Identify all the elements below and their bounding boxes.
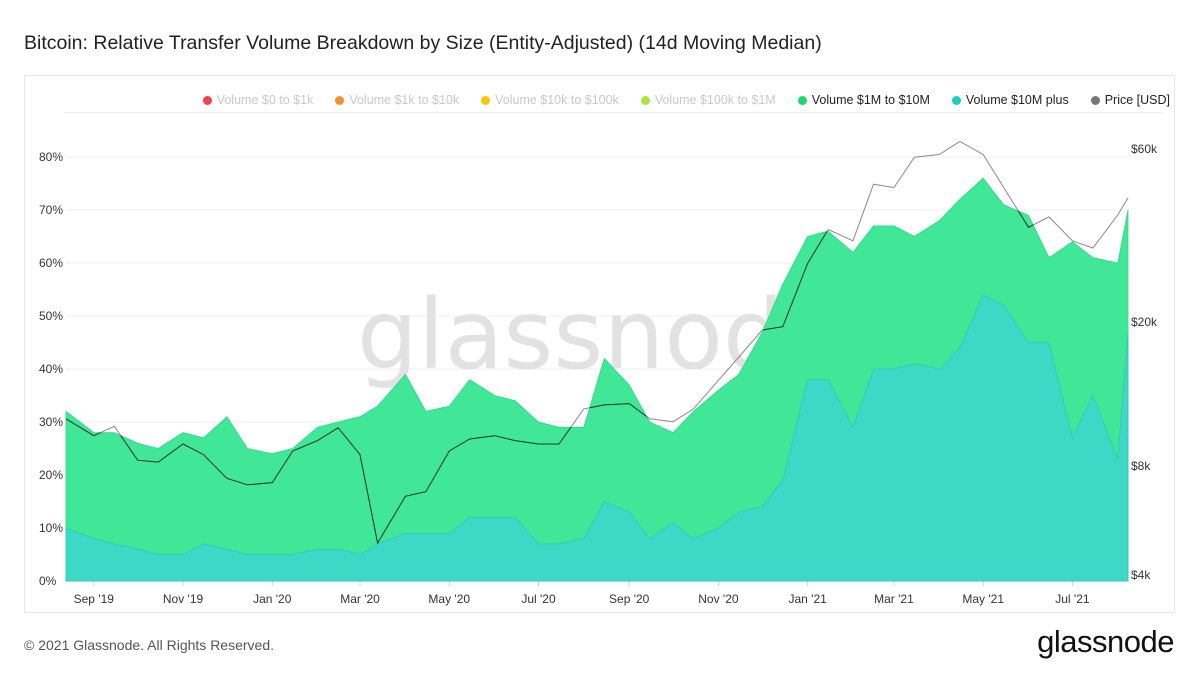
legend-label: Volume $10M plus bbox=[965, 93, 1069, 107]
x-tick-label: Mar '21 bbox=[874, 592, 914, 606]
chart-frame bbox=[24, 75, 1175, 613]
legend-label: Price [USD] bbox=[1104, 93, 1170, 107]
legend: Volume $0 to $1k Volume $1k to $10k Volume… bbox=[60, 90, 1170, 110]
legend-dot-icon bbox=[335, 95, 345, 105]
x-tick-label: Nov '19 bbox=[163, 592, 204, 606]
y-tick-label: 80% bbox=[39, 150, 63, 164]
price-tick-label: $20k bbox=[1131, 315, 1158, 329]
x-tick-label: Sep '20 bbox=[609, 592, 650, 606]
y-tick-label: 20% bbox=[39, 468, 63, 482]
legend-dot-icon bbox=[640, 95, 650, 105]
legend-label: Volume $0 to $1k bbox=[216, 93, 314, 107]
price-tick-label: $4k bbox=[1131, 568, 1151, 582]
legend-divider bbox=[64, 112, 1164, 113]
x-tick-label: Mar '20 bbox=[340, 592, 380, 606]
price-tick-label: $8k bbox=[1131, 459, 1151, 473]
x-tick-label: Sep '19 bbox=[74, 592, 115, 606]
y-tick-label: 50% bbox=[39, 309, 63, 323]
x-tick-label: May '20 bbox=[428, 592, 470, 606]
legend-label: Volume $10k to $100k bbox=[495, 93, 619, 107]
x-tick-label: Jan '20 bbox=[253, 592, 292, 606]
x-tick-label: May '21 bbox=[962, 592, 1004, 606]
legend-dot-icon bbox=[202, 95, 212, 105]
x-tick-label: Jan '21 bbox=[788, 592, 827, 606]
legend-item[interactable]: Volume $1M to $10M bbox=[797, 90, 930, 110]
legend-dot-icon bbox=[951, 95, 961, 105]
legend-item[interactable]: Volume $1k to $10k bbox=[335, 90, 459, 110]
legend-item[interactable]: Volume $10k to $100k bbox=[481, 90, 619, 110]
legend-dot-icon bbox=[481, 95, 491, 105]
legend-label: Volume $1k to $10k bbox=[349, 93, 460, 107]
legend-item[interactable]: Volume $10M plus bbox=[951, 90, 1069, 110]
x-tick-label: Nov '20 bbox=[698, 592, 739, 606]
legend-dot-icon bbox=[1090, 95, 1100, 105]
glassnode-logo: glassnode bbox=[1037, 624, 1174, 659]
legend-item[interactable]: Price [USD] bbox=[1090, 90, 1170, 110]
chart-title: Bitcoin: Relative Transfer Volume Breakd… bbox=[24, 32, 822, 54]
price-tick-label: $60k bbox=[1131, 142, 1158, 156]
y-tick-label: 10% bbox=[39, 521, 63, 535]
legend-label: Volume $1M to $10M bbox=[811, 93, 930, 107]
y-tick-label: 0% bbox=[39, 574, 57, 588]
legend-item[interactable]: Volume $0 to $1k bbox=[202, 90, 314, 110]
copyright-footer: © 2021 Glassnode. All Rights Reserved. bbox=[24, 637, 275, 653]
legend-item[interactable]: Volume $100k to $1M bbox=[640, 90, 776, 110]
legend-label: Volume $100k to $1M bbox=[654, 93, 776, 107]
x-tick-label: Jul '20 bbox=[521, 592, 556, 606]
y-tick-label: 30% bbox=[39, 415, 63, 429]
y-tick-label: 60% bbox=[39, 256, 63, 270]
x-tick-label: Jul '21 bbox=[1055, 592, 1090, 606]
legend-dot-icon bbox=[797, 95, 807, 105]
y-tick-label: 40% bbox=[39, 362, 63, 376]
area-volume-10m-plus bbox=[65, 294, 1129, 582]
y-tick-label: 70% bbox=[39, 203, 63, 217]
price-line-over-area bbox=[66, 178, 1128, 545]
